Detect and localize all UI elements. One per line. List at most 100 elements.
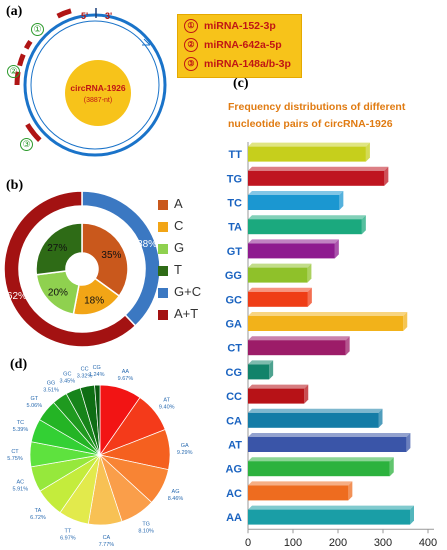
mirna-legend-box: ① miRNA-152-3p ② miRNA-642a-5p ③ miRNA-148a… xyxy=(177,14,302,78)
bar-AT xyxy=(248,437,407,452)
bar-category-label-TT: TT xyxy=(229,149,243,161)
donut-legend-item-G: G xyxy=(158,240,184,255)
panel-label-c: (c) xyxy=(233,76,249,91)
bar-TG xyxy=(248,170,385,186)
nucleotide-pair-pie-chart: AA9.67% AT9.40% GA9.29% AG8.46% TG8.10% CA7.7… xyxy=(7,365,193,548)
bar-top-CA xyxy=(248,408,383,413)
bar-side-AG xyxy=(389,457,394,477)
bar-side-GG xyxy=(307,263,312,283)
circrna-diagram: 5' 3' circRNA-1926 (3887-nt) xyxy=(14,8,167,157)
pie-name-CA: CA xyxy=(103,535,111,541)
inner-label-A: 35% xyxy=(101,250,121,261)
donut-legend-item-A: A xyxy=(158,196,183,211)
bar-top-GC xyxy=(248,287,312,292)
circrna-inner-ring xyxy=(30,20,160,150)
bar-CG xyxy=(248,364,270,380)
bar-top-GG xyxy=(248,263,312,268)
bar-TC xyxy=(248,195,340,210)
pie-name-AA: AA xyxy=(122,369,130,375)
outer-label-A+T: 62% xyxy=(7,291,27,302)
pie-name-CC: CC xyxy=(81,366,89,372)
legend-label: A+T xyxy=(174,306,199,321)
pie-value-GA: 9.29% xyxy=(177,450,193,456)
bar-CA xyxy=(248,412,379,428)
outer-slice-A+T xyxy=(3,190,137,348)
pie-value-GC: 3.45% xyxy=(59,379,75,385)
bar-side-AT xyxy=(406,433,411,452)
bar-side-GT xyxy=(334,239,339,259)
bar-GG xyxy=(248,267,308,283)
x-tick-label-0: 0 xyxy=(245,537,251,549)
circrna-core xyxy=(65,60,131,126)
site-marker-3: ③ xyxy=(20,138,33,151)
bar-GA xyxy=(248,316,404,331)
bar-side-GA xyxy=(403,312,408,331)
marker-5-prime: 5' xyxy=(81,11,88,21)
pie-name-GT: GT xyxy=(31,396,39,402)
legend-label: G xyxy=(174,240,185,255)
bar-category-label-CC: CC xyxy=(226,391,242,403)
bar-category-label-GA: GA xyxy=(226,319,243,331)
outer-label-G+C: 38% xyxy=(137,239,157,250)
circrna-outer-ring xyxy=(23,13,167,157)
bar-CT xyxy=(248,340,346,356)
bar-side-CA xyxy=(378,408,383,428)
legend-swatch xyxy=(158,287,168,298)
bar-category-label-AT: AT xyxy=(228,440,242,452)
bar-category-label-AG: AG xyxy=(226,464,243,476)
bar-top-TA xyxy=(248,215,366,220)
bar-category-label-AC: AC xyxy=(226,488,242,500)
bar-AA xyxy=(248,509,410,525)
pie-name-GG: GG xyxy=(47,381,56,387)
pie-value-CG: 1.24% xyxy=(89,372,105,378)
pie-value-AG: 8.46% xyxy=(168,496,184,502)
nucleotide-composition-donut: 38% 62% 35% 18% 20% 27% xyxy=(3,190,160,348)
bar-top-TT xyxy=(248,142,370,147)
mirna-number-2: ② xyxy=(184,38,198,52)
donut-legend-item-C: C xyxy=(158,218,183,233)
inner-slice-T xyxy=(35,222,83,276)
circrna-name: circRNA-1926 xyxy=(70,83,126,93)
bar-category-label-TA: TA xyxy=(228,222,242,234)
direction-arrow xyxy=(142,38,151,46)
x-tick-label-400: 400 xyxy=(419,537,437,549)
bar-category-label-TC: TC xyxy=(227,198,242,210)
legend-label: G+C xyxy=(174,284,202,299)
pie-value-TA: 6.72% xyxy=(30,515,46,521)
mirna-name-1: miRNA-152-3p xyxy=(204,19,276,32)
bar-top-AC xyxy=(248,481,353,486)
pie-value-CT: 5.75% xyxy=(7,456,23,462)
bar-category-label-GC: GC xyxy=(226,294,243,306)
mirna-number-3: ③ xyxy=(184,57,198,71)
pie-value-AA: 9.67% xyxy=(118,376,134,382)
site-arc-2b xyxy=(17,53,26,67)
pie-name-CG: CG xyxy=(93,365,101,371)
inner-label-G: 20% xyxy=(48,288,68,299)
pie-name-TG: TG xyxy=(142,521,150,527)
bar-GC xyxy=(248,291,308,307)
site-arc-3 xyxy=(25,123,42,142)
bar-AG xyxy=(248,461,390,477)
bar-side-CG xyxy=(269,360,274,380)
bar-side-CC xyxy=(304,384,309,404)
bar-side-TA xyxy=(361,215,366,235)
donut-legend-item-A+T: A+T xyxy=(158,306,198,321)
pie-slice-CG xyxy=(94,384,101,456)
pie-value-GG: 3.51% xyxy=(43,388,59,394)
pie-name-AT: AT xyxy=(163,397,170,403)
bar-AC xyxy=(248,485,349,501)
pie-name-GA: GA xyxy=(181,443,189,449)
legend-swatch xyxy=(158,199,168,210)
pie-value-TC: 5.39% xyxy=(13,427,29,433)
bar-top-CG xyxy=(248,360,274,365)
bar-category-label-CG: CG xyxy=(226,367,243,379)
pie-name-TC: TC xyxy=(17,420,24,426)
bar-category-label-AA: AA xyxy=(226,512,242,524)
bar-TT xyxy=(248,146,366,162)
marker-3-prime: 3' xyxy=(105,11,112,21)
bar-top-GA xyxy=(248,312,408,316)
legend-swatch xyxy=(158,265,168,276)
bar-category-label-GG: GG xyxy=(225,270,242,282)
pie-name-AG: AG xyxy=(172,489,180,495)
pie-value-GT: 5.06% xyxy=(27,403,43,409)
